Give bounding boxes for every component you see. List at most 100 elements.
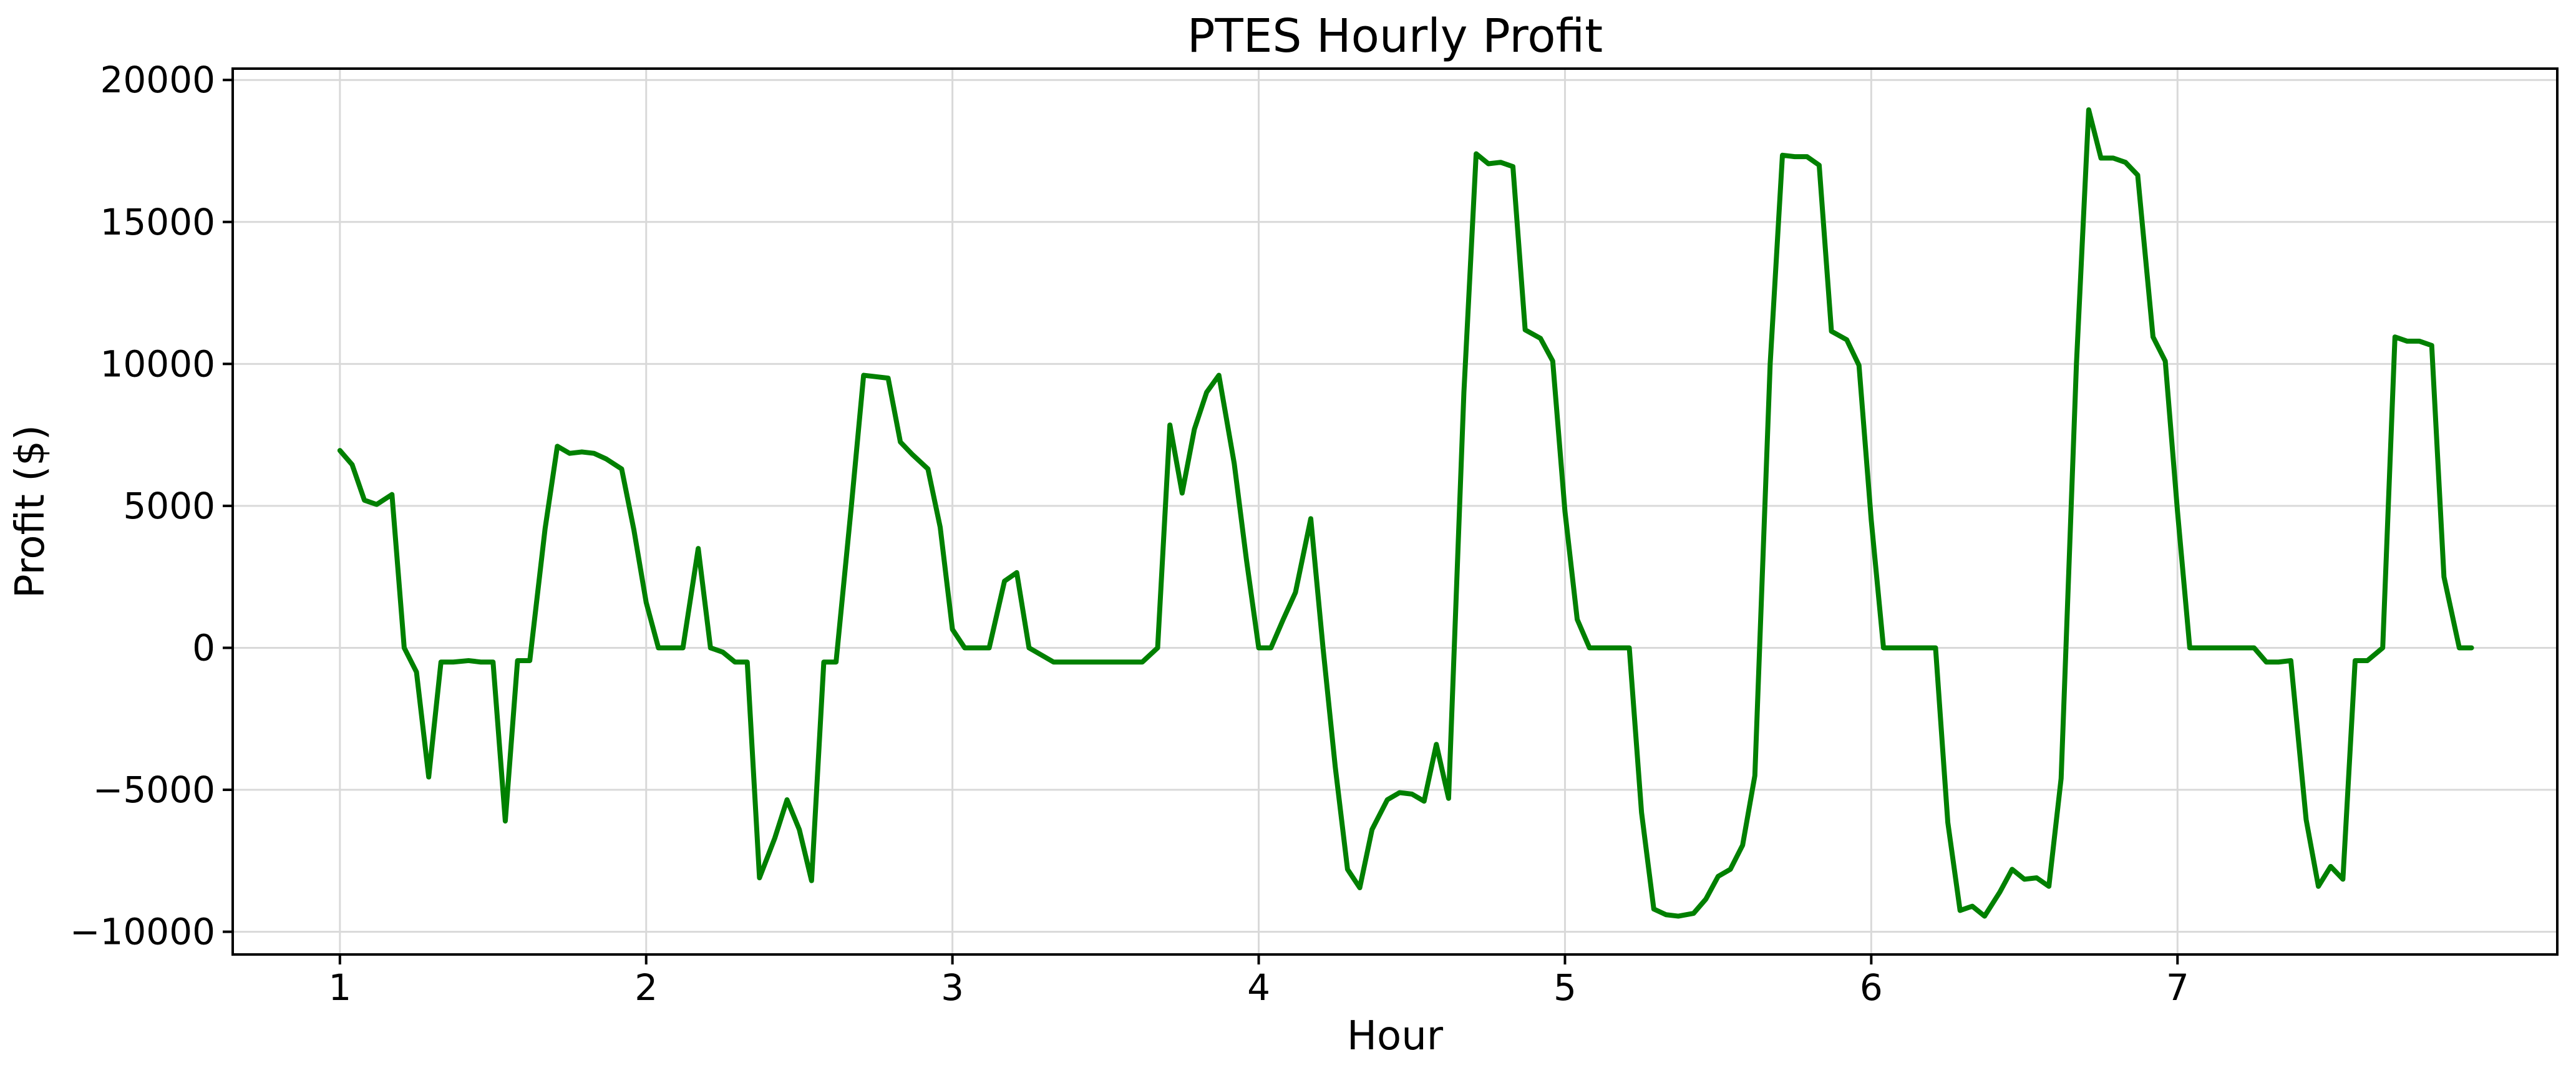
data-point: [1027, 646, 1031, 649]
data-point: [1676, 915, 1680, 918]
data-point: [1269, 646, 1273, 649]
data-point: [1245, 558, 1248, 561]
data-point: [1180, 491, 1184, 495]
data-point: [1845, 338, 1849, 342]
data-point: [2034, 876, 2038, 880]
data-point: [1370, 828, 1374, 832]
data-point: [632, 528, 636, 532]
data-point: [1309, 517, 1313, 520]
y-tick-label: −5000: [93, 769, 215, 811]
x-tick-label: 7: [2166, 966, 2189, 1009]
data-point: [1524, 328, 1527, 332]
data-point: [2304, 818, 2308, 822]
data-point: [757, 876, 761, 880]
y-tick-label: −10000: [70, 911, 215, 953]
data-point: [926, 467, 930, 471]
x-axis-label: Hour: [1347, 1013, 1444, 1059]
data-point: [1563, 510, 1567, 513]
y-tick-label: 15000: [100, 201, 215, 243]
data-point: [1397, 791, 1401, 795]
data-point: [1462, 391, 1465, 394]
data-point: [1628, 646, 1631, 649]
data-point: [938, 525, 942, 529]
data-point: [1652, 907, 1656, 911]
data-point: [898, 440, 902, 444]
data-point: [1205, 391, 1208, 394]
data-point: [1499, 160, 1502, 164]
data-point: [1729, 867, 1733, 871]
y-tick-label: 5000: [123, 485, 215, 527]
data-point: [2200, 646, 2204, 649]
data-point: [1704, 897, 1708, 901]
data-point: [1882, 646, 1885, 649]
data-point: [2341, 877, 2345, 881]
data-point: [1192, 427, 1196, 431]
x-tick-label: 5: [1553, 966, 1577, 1009]
data-point: [1741, 843, 1744, 847]
data-point: [1052, 660, 1056, 664]
data-point: [1716, 875, 1720, 878]
data-point: [1321, 646, 1325, 649]
data-point: [2405, 339, 2409, 343]
data-point: [491, 660, 495, 664]
data-point: [2457, 646, 2461, 649]
data-point: [1588, 646, 1592, 649]
data-point: [2087, 108, 2091, 112]
data-point: [975, 646, 979, 649]
data-point: [2136, 173, 2139, 177]
data-point: [1333, 765, 1337, 769]
data-point: [467, 659, 470, 663]
data-point: [911, 453, 915, 457]
data-point: [963, 646, 966, 649]
y-tick-label: 0: [192, 626, 215, 669]
data-point: [709, 646, 712, 649]
data-point: [427, 775, 430, 779]
data-point: [2381, 646, 2384, 649]
data-point: [1998, 890, 2002, 894]
data-point: [2329, 865, 2333, 868]
data-point: [620, 467, 623, 471]
data-point: [2023, 877, 2026, 881]
data-point: [681, 646, 685, 649]
data-point: [1434, 742, 1438, 746]
data-point: [1768, 362, 1772, 366]
data-point: [402, 646, 406, 649]
data-point: [733, 660, 737, 664]
data-point: [1575, 618, 1579, 621]
data-point: [2366, 659, 2369, 663]
data-point: [797, 828, 801, 832]
data-point: [1422, 799, 1426, 803]
data-point: [834, 660, 838, 664]
data-point: [2010, 867, 2014, 871]
data-point: [1079, 660, 1083, 664]
data-point: [1168, 423, 1172, 427]
data-point: [2228, 646, 2232, 649]
data-point: [1692, 911, 1696, 915]
data-point: [721, 650, 724, 654]
data-point: [1039, 653, 1043, 657]
data-point: [415, 670, 419, 674]
data-point: [1474, 152, 1478, 156]
data-point: [1781, 153, 1784, 157]
data-point: [2252, 646, 2256, 649]
data-point: [2212, 646, 2216, 649]
data-point: [822, 660, 825, 664]
data-point: [862, 374, 865, 377]
data-point: [1830, 329, 1834, 333]
data-point: [1156, 646, 1160, 649]
data-point: [1793, 155, 1797, 158]
data-point: [746, 660, 749, 664]
data-point: [1346, 867, 1349, 871]
data-point: [1946, 820, 1950, 824]
data-point: [516, 659, 520, 663]
data-point: [1487, 162, 1490, 165]
data-point: [2418, 339, 2421, 343]
data-point: [592, 452, 596, 455]
data-point: [2175, 510, 2179, 513]
data-point: [1970, 905, 1974, 908]
data-point: [543, 527, 547, 530]
data-point: [1232, 462, 1236, 465]
data-point: [1281, 618, 1285, 621]
data-point: [696, 546, 700, 550]
data-point: [1933, 646, 1937, 649]
